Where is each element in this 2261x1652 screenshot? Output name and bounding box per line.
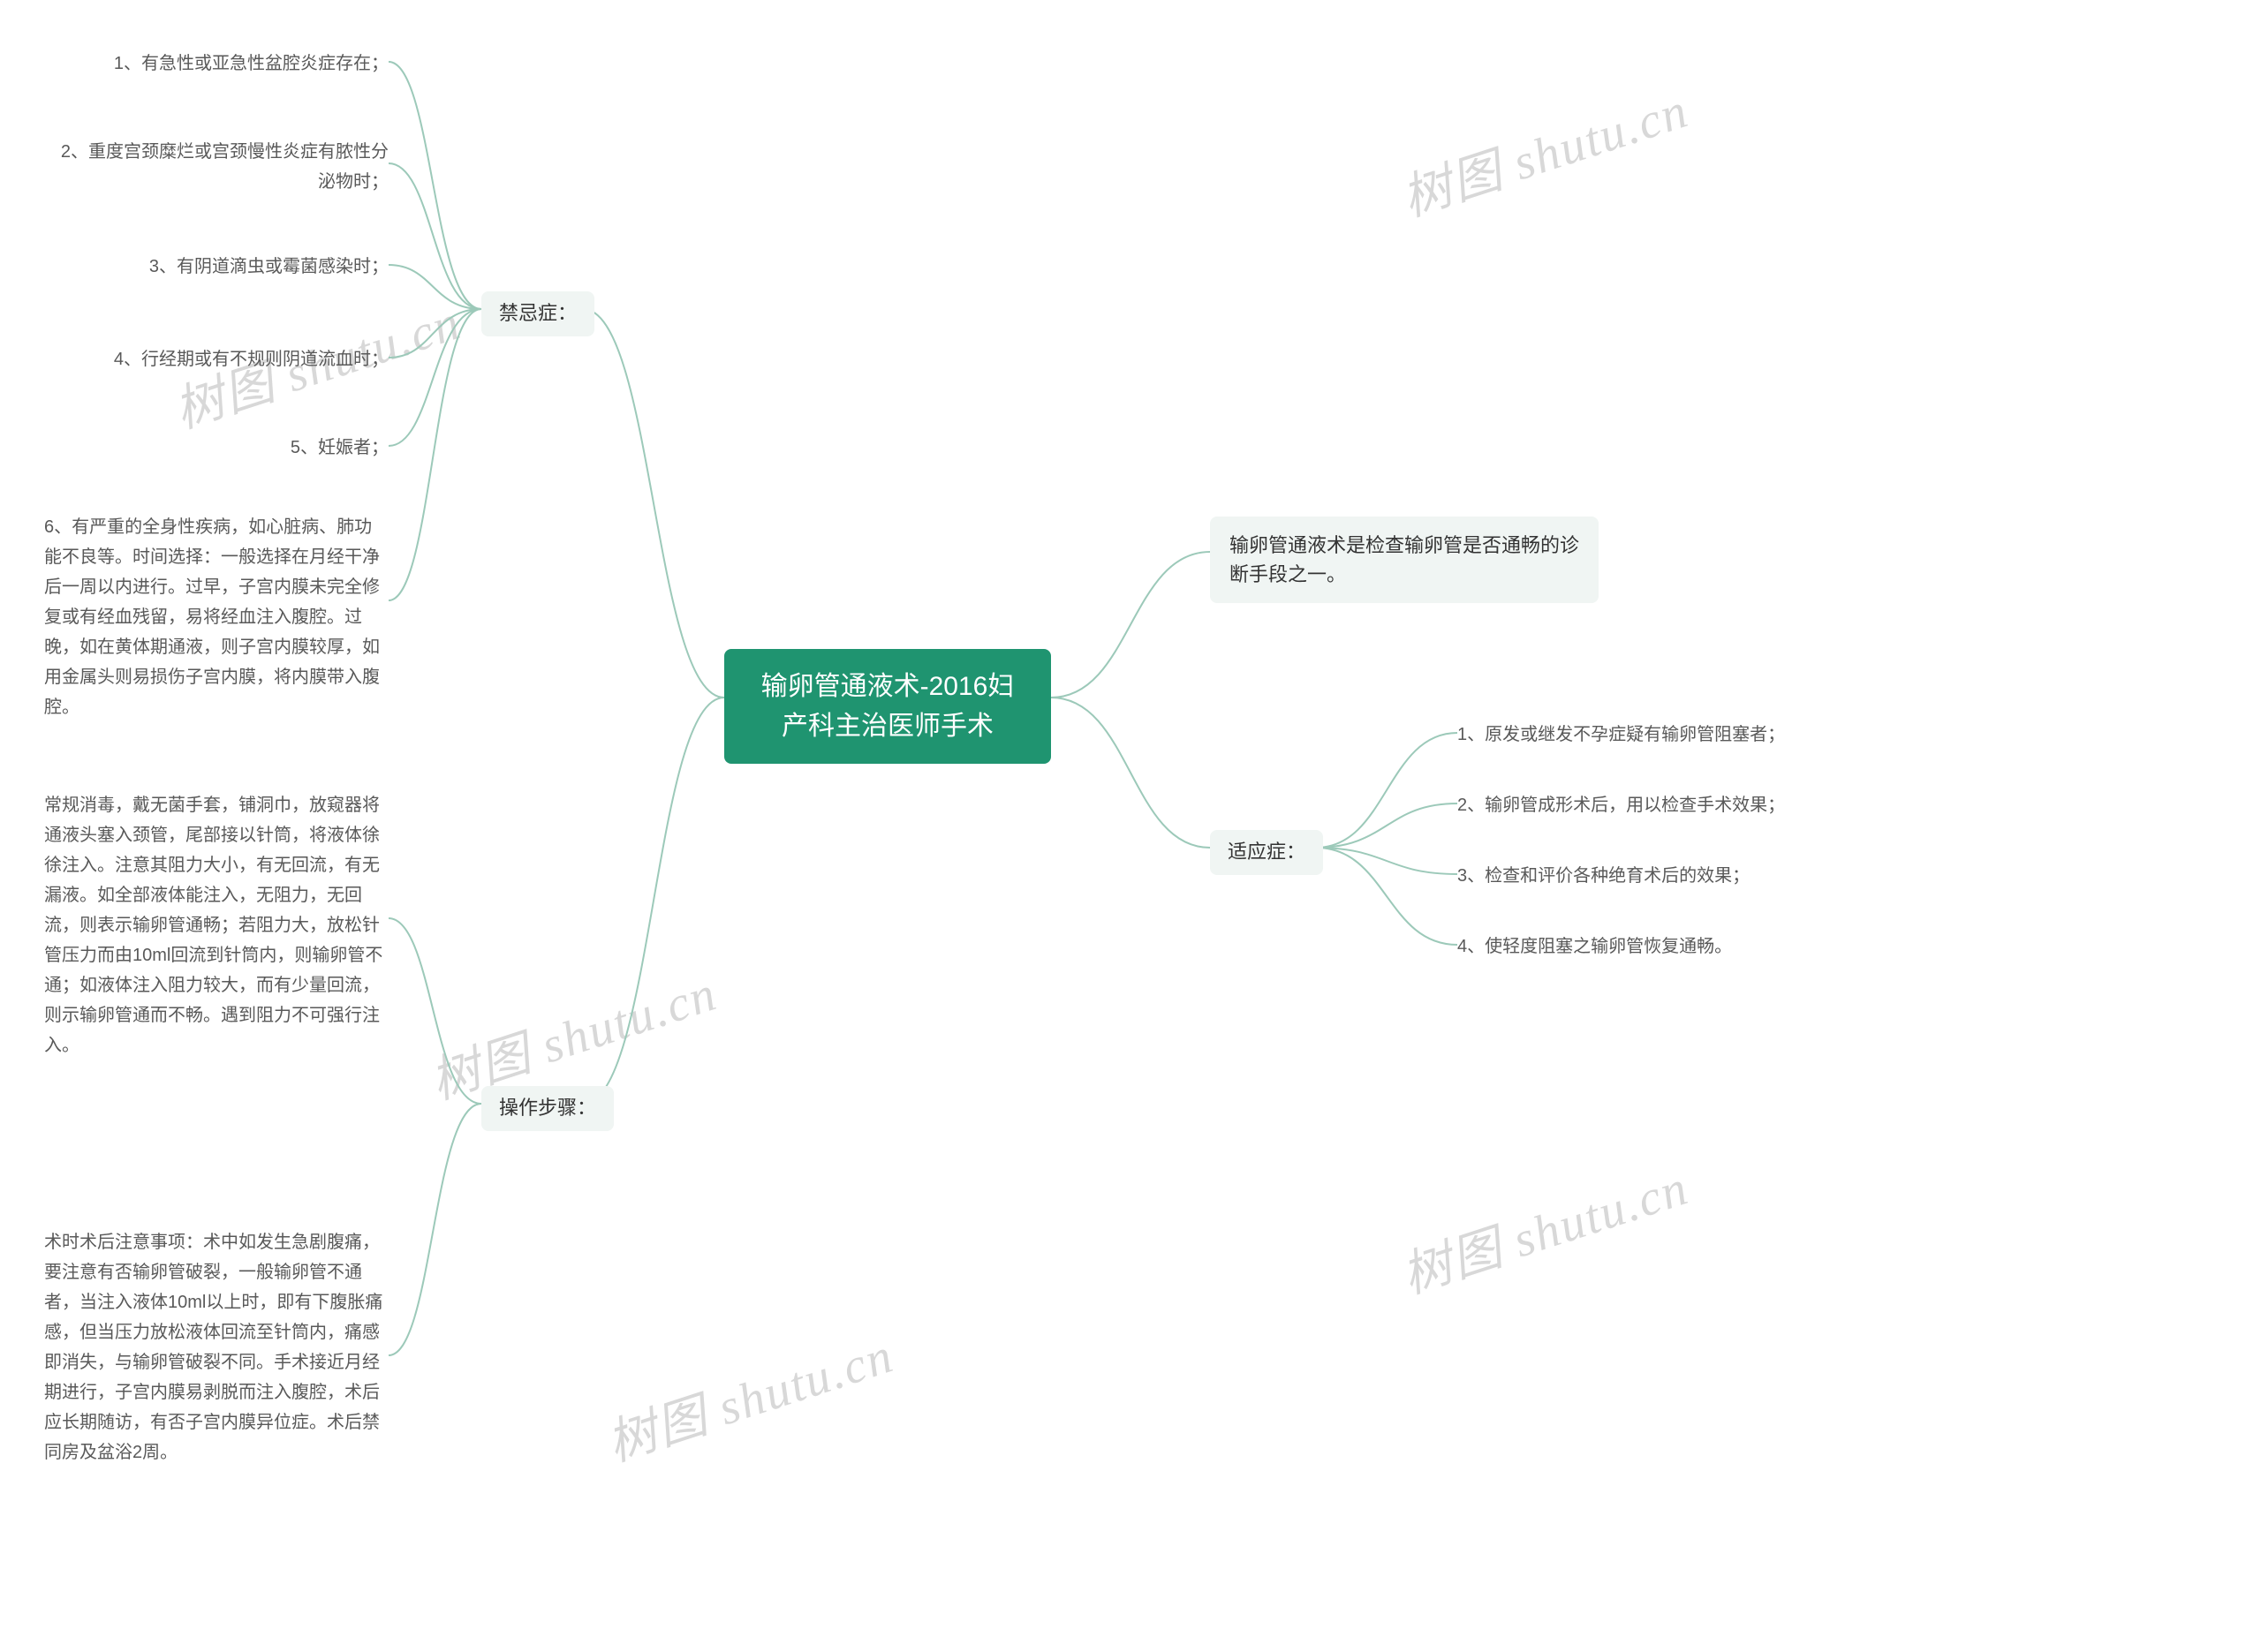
indication-item: 1、原发或继发不孕症疑有输卵管阻塞者； [1457, 720, 1811, 750]
center-node: 输卵管通液术-2016妇产科主治医师手术 [724, 649, 1051, 764]
contra-item: 2、重度宫颈糜烂或宫颈慢性炎症有脓性分泌物时； [44, 137, 389, 197]
contraindications-node: 禁忌症： [481, 291, 594, 336]
indications-node: 适应症： [1210, 830, 1323, 875]
contra-item: 3、有阴道滴虫或霉菌感染时； [44, 252, 389, 282]
watermark: 树图 shutu.cn [1392, 1148, 1697, 1308]
intro-node: 输卵管通液术是检查输卵管是否通畅的诊断手段之一。 [1210, 517, 1599, 603]
indication-item: 3、检查和评价各种绝育术后的效果； [1457, 861, 1811, 891]
indication-item: 2、输卵管成形术后，用以检查手术效果； [1457, 790, 1811, 820]
procedure-item: 常规消毒，戴无菌手套，铺洞巾，放窥器将通液头塞入颈管，尾部接以针筒，将液体徐徐注… [44, 790, 389, 1060]
contra-item: 4、行经期或有不规则阴道流血时； [44, 344, 389, 374]
contra-item: 6、有严重的全身性疾病，如心脏病、肺功能不良等。时间选择：一般选择在月经干净后一… [44, 512, 389, 722]
watermark: 树图 shutu.cn [1392, 71, 1697, 230]
procedure-item: 术时术后注意事项：术中如发生急剧腹痛，要注意有否输卵管破裂，一般输卵管不通者，当… [44, 1227, 389, 1467]
watermark: 树图 shutu.cn [597, 1316, 902, 1475]
indication-item: 4、使轻度阻塞之输卵管恢复通畅。 [1457, 932, 1811, 962]
contra-item: 5、妊娠者； [44, 433, 389, 463]
contra-item: 1、有急性或亚急性盆腔炎症存在； [44, 49, 389, 79]
procedure-node: 操作步骤： [481, 1086, 614, 1131]
